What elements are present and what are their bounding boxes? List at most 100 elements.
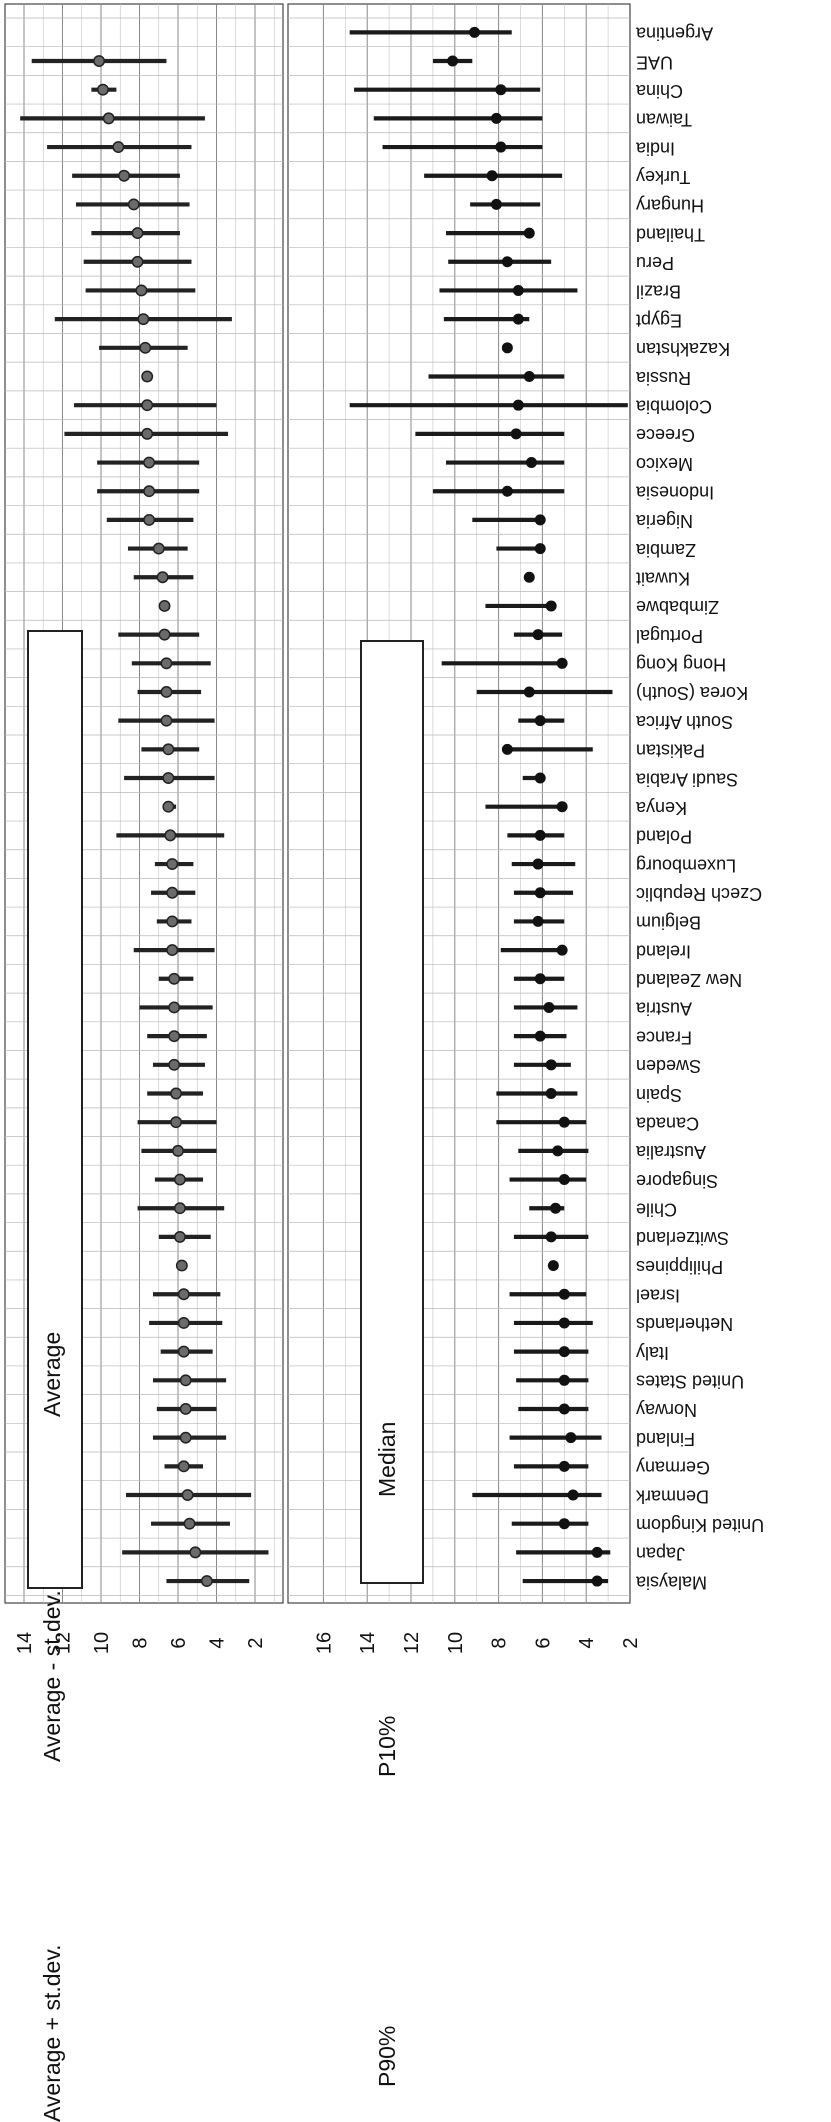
- median-point: [556, 944, 568, 956]
- left-x-tick-label: 14: [14, 1632, 36, 1654]
- average-point: [168, 972, 181, 985]
- median-point: [534, 514, 546, 526]
- median-point: [532, 629, 544, 641]
- median-point: [523, 571, 535, 583]
- median-point: [558, 1518, 570, 1530]
- median-point: [567, 1489, 579, 1501]
- legend-label-p90: P90%: [374, 2025, 400, 2087]
- left-x-tick-label: 6: [168, 1637, 190, 1648]
- category-label: Germany: [636, 1458, 710, 1478]
- legend-label-upper: Average + st.dev.: [39, 1944, 65, 2122]
- category-label: Czech Republic: [636, 884, 762, 904]
- category-label: Korea (South): [636, 683, 748, 703]
- category-label: Chile: [636, 1199, 677, 1219]
- average-point: [131, 227, 144, 240]
- average-point: [179, 1431, 192, 1444]
- median-point: [523, 371, 535, 382]
- average-point: [160, 686, 173, 698]
- right-x-tick-label: 4: [576, 1637, 598, 1648]
- category-label: Greece: [636, 425, 695, 445]
- average-point: [143, 485, 156, 498]
- median-point: [552, 1145, 564, 1157]
- left-x-tick-label: 12: [53, 1632, 75, 1654]
- median-point: [512, 284, 524, 296]
- left-x-tick-label: 8: [130, 1637, 152, 1648]
- median-point: [523, 686, 535, 698]
- median-point: [523, 227, 535, 239]
- median-point: [512, 399, 524, 411]
- category-label: Indonesia: [635, 482, 714, 502]
- category-label: Kazakhstan: [636, 339, 730, 359]
- category-label: Taiwan: [636, 110, 692, 130]
- category-label: Australia: [635, 1142, 706, 1162]
- median-point: [532, 915, 544, 927]
- average-point: [164, 829, 177, 842]
- left-x-tick-label: 10: [91, 1632, 113, 1654]
- median-point: [591, 1546, 603, 1558]
- left-panel-frame: [4, 3, 284, 1604]
- average-point: [168, 1030, 181, 1043]
- category-label: Portugal: [636, 626, 703, 646]
- average-point: [179, 1403, 192, 1415]
- category-label: Hong Kong: [636, 655, 726, 675]
- average-point: [168, 1058, 181, 1071]
- average-point: [143, 513, 156, 526]
- median-point: [534, 829, 546, 841]
- category-label: Philippines: [636, 1257, 723, 1277]
- legend-label-median: Median: [374, 1421, 400, 1497]
- median-point: [501, 256, 513, 268]
- category-label: Japan: [636, 1544, 685, 1564]
- median-point: [534, 973, 546, 985]
- average-point: [112, 141, 125, 154]
- median-point: [558, 1116, 570, 1128]
- legend-right: P90% P10% Median: [360, 640, 424, 2087]
- right-x-tick-label: 6: [532, 1637, 554, 1648]
- average-point: [183, 1517, 196, 1530]
- category-label: Austria: [635, 999, 692, 1019]
- median-point: [490, 112, 502, 124]
- category-label: Saudi Arabia: [635, 769, 738, 789]
- median-point: [545, 600, 557, 612]
- average-point: [141, 399, 154, 412]
- right-x-tick-label: 8: [489, 1637, 511, 1648]
- category-label: Spain: [636, 1085, 682, 1105]
- legend-left: Average + st.dev. Average - st.dev. Aver…: [27, 630, 83, 2122]
- average-point: [143, 456, 156, 469]
- category-label: Netherlands: [636, 1314, 733, 1334]
- average-point: [175, 1259, 188, 1272]
- right-x-tick-label: 16: [313, 1632, 335, 1654]
- category-label: Singapore: [636, 1171, 718, 1191]
- category-label: Egypt: [636, 310, 682, 330]
- median-point: [495, 84, 507, 96]
- median-point: [558, 1374, 570, 1386]
- average-point: [156, 571, 169, 584]
- category-label: France: [636, 1027, 692, 1047]
- category-label: Turkey: [636, 167, 690, 187]
- category-label: Argentina: [635, 24, 713, 44]
- category-label: Russia: [635, 368, 691, 388]
- category-label: Nigeria: [635, 511, 693, 531]
- average-point: [152, 542, 165, 555]
- median-point: [501, 485, 513, 497]
- right-x-tick-label: 12: [401, 1632, 423, 1654]
- average-point: [166, 915, 179, 928]
- average-point: [118, 169, 131, 182]
- category-label: Poland: [636, 827, 692, 847]
- median-point: [501, 342, 513, 354]
- average-point: [170, 1116, 183, 1129]
- average-point: [181, 1489, 194, 1501]
- average-point: [173, 1202, 186, 1215]
- average-point: [166, 944, 179, 957]
- median-point: [545, 1231, 557, 1243]
- median-point: [490, 198, 502, 210]
- median-point: [556, 657, 568, 669]
- median-point: [469, 26, 481, 38]
- median-point: [558, 1174, 570, 1186]
- category-label: Kenya: [635, 798, 687, 818]
- average-point: [162, 743, 175, 756]
- category-label: Thailand: [636, 224, 705, 244]
- median-point: [558, 1460, 570, 1472]
- category-label: South Africa: [635, 712, 733, 732]
- median-point: [558, 1403, 570, 1415]
- median-point: [447, 55, 459, 67]
